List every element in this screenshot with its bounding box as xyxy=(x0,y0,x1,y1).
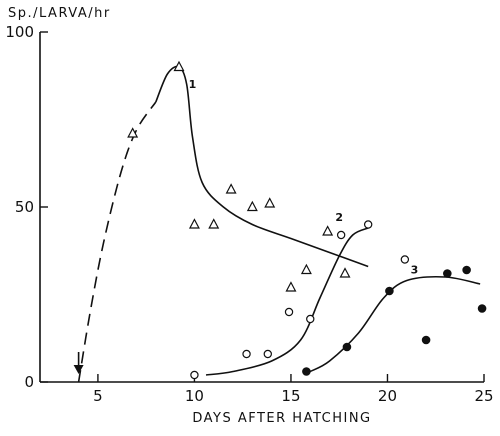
series-1-point xyxy=(285,281,297,292)
curve-label-2: 2 xyxy=(335,211,343,224)
y-tick-label: 50 xyxy=(15,198,34,216)
y-tick-label: 100 xyxy=(5,23,34,41)
series-2-point xyxy=(190,370,199,380)
curve-1 xyxy=(155,65,369,268)
series-3-point xyxy=(342,342,352,352)
series-1-point xyxy=(208,218,220,229)
series-3-point xyxy=(421,335,431,345)
axes: 0 50 100 5 10 15 20 25 xyxy=(5,23,493,405)
series-3-point xyxy=(477,304,487,313)
series-2-point xyxy=(306,314,315,324)
data-markers xyxy=(127,60,487,380)
series-1-point xyxy=(173,60,185,72)
curve-labels: 1 2 3 xyxy=(189,78,419,277)
series-2-point xyxy=(263,349,272,359)
x-tick-label: 15 xyxy=(281,387,300,405)
curve-label-3: 3 xyxy=(411,264,419,277)
curve-label-1: 1 xyxy=(189,78,197,91)
series-2-point xyxy=(284,307,294,317)
series-3-point xyxy=(462,265,471,275)
series-1-point xyxy=(300,263,312,275)
curve-1-dashed xyxy=(77,101,157,383)
series-2-point xyxy=(363,220,373,229)
series-1-point xyxy=(127,127,139,138)
series-1-point xyxy=(322,225,334,236)
y-tick-label: 0 xyxy=(24,373,34,391)
curve-2 xyxy=(205,227,369,376)
series-1-point xyxy=(264,197,276,208)
x-tick-label: 10 xyxy=(185,387,204,405)
x-tick-label: 20 xyxy=(378,387,397,405)
x-tick-label: 25 xyxy=(474,387,493,405)
x-tick-label: 5 xyxy=(93,387,103,405)
series-3-point xyxy=(385,286,394,296)
series-2-point xyxy=(400,255,410,264)
curve-3 xyxy=(309,276,481,373)
series-1-point xyxy=(339,267,351,278)
y-axis-title: Sp./LARVA/hr xyxy=(8,6,111,21)
series-2-point xyxy=(242,349,251,359)
series-3-point xyxy=(302,367,311,376)
start-arrow-head xyxy=(73,365,84,374)
x-axis-title: DAYS AFTER HATCHING xyxy=(192,411,371,426)
series-2-point xyxy=(336,230,346,240)
series-3-point xyxy=(443,269,452,278)
series-1-point xyxy=(188,218,200,229)
series-1-point xyxy=(246,200,258,212)
curves xyxy=(77,65,481,383)
series-1-point xyxy=(225,183,237,194)
